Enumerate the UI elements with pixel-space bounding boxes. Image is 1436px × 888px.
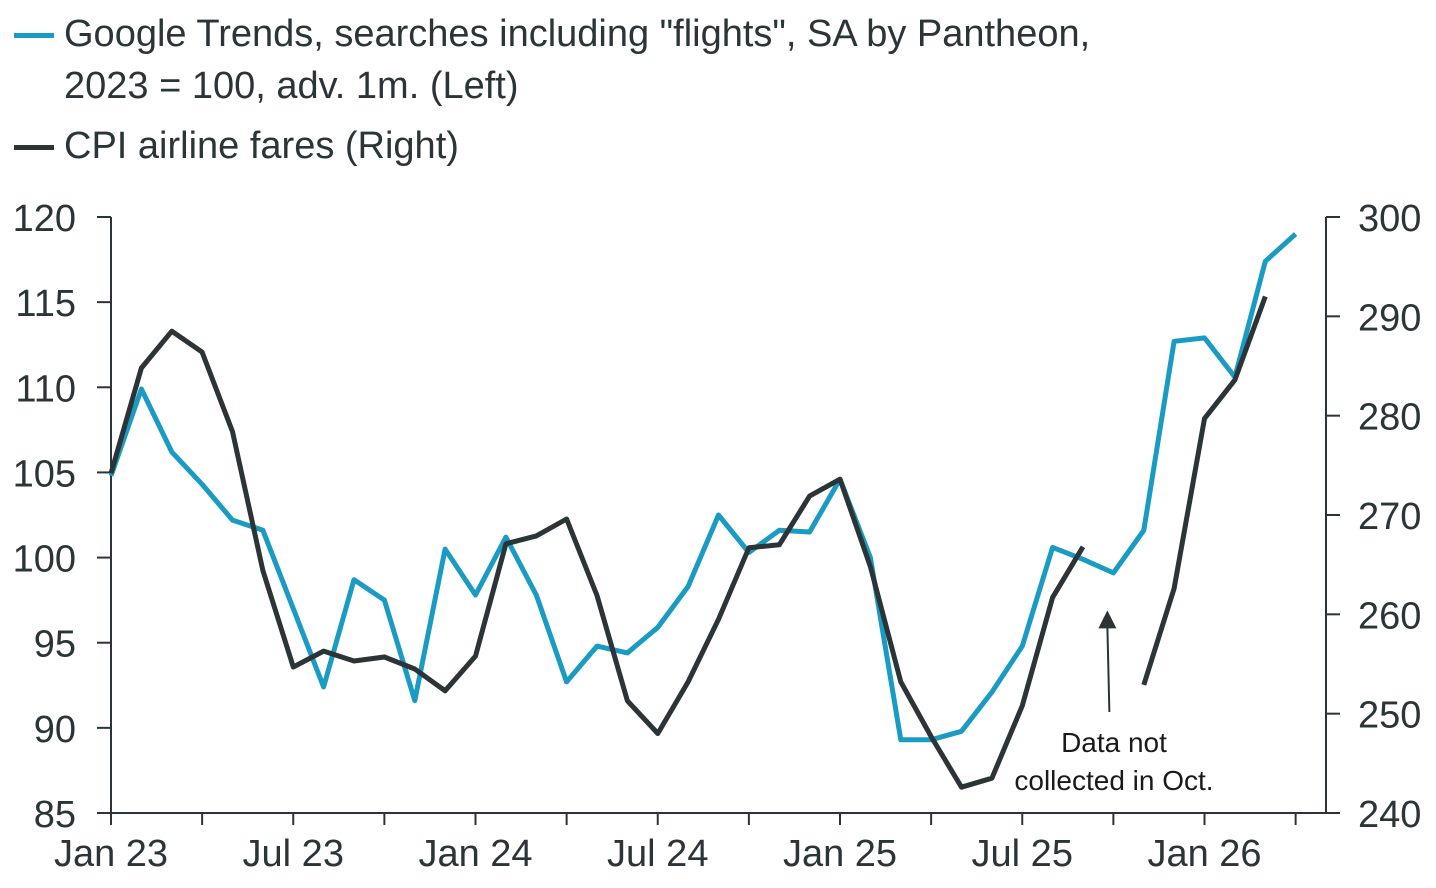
right-y-tick-label: 290 — [1358, 297, 1421, 339]
x-tick-label: Jan 25 — [783, 833, 897, 875]
right-y-tick-label: 300 — [1358, 198, 1421, 240]
right-y-tick-label: 260 — [1358, 595, 1421, 637]
right-y-tick-label: 250 — [1358, 695, 1421, 737]
annotation-text-line1: Data not — [1061, 727, 1167, 758]
x-tick-label: Jan 23 — [54, 833, 168, 875]
legend-item-cpi-airline-fares: CPI airline fares (Right) — [14, 120, 1090, 172]
right-y-tick-label: 280 — [1358, 397, 1421, 439]
left-y-tick-label: 105 — [13, 453, 76, 495]
chart-legend: Google Trends, searches including "fligh… — [14, 8, 1090, 172]
chart-series — [108, 232, 1298, 790]
left-y-tick-label: 110 — [15, 368, 76, 410]
left-y-tick-label: 90 — [34, 709, 76, 751]
x-tick-label: Jul 24 — [607, 833, 708, 875]
legend-label-google-trends-line2: 2023 = 100, adv. 1m. (Left) — [64, 65, 519, 107]
cpi-airline-fares-line-segment-1 — [108, 328, 1086, 790]
cpi-airline-fares-line-segment-2 — [1141, 295, 1268, 686]
left-y-tick-label: 100 — [13, 539, 76, 581]
x-tick-label: Jan 26 — [1147, 833, 1261, 875]
legend-item-google-trends: Google Trends, searches including "fligh… — [14, 8, 1090, 112]
legend-swatch-google-trends — [14, 33, 54, 38]
right-y-tick-label: 240 — [1358, 794, 1421, 836]
series-cpi-airline-fares — [108, 295, 1268, 790]
x-tick-label: Jan 24 — [418, 833, 532, 875]
left-y-tick-label: 85 — [34, 794, 76, 836]
x-tick-label: Jul 23 — [243, 833, 344, 875]
legend-swatch-cpi-airline-fares — [14, 145, 54, 150]
series-google-trends — [108, 232, 1298, 743]
x-tick-label: Jul 25 — [972, 833, 1073, 875]
chart-annotation: Data not collected in Oct. — [1014, 610, 1214, 796]
right-y-tick-label: 270 — [1358, 496, 1421, 538]
legend-label-cpi-airline-fares: CPI airline fares (Right) — [64, 125, 459, 167]
google-trends-line-segment-1 — [108, 232, 1298, 743]
chart-axes: 85 90 95 100 105 110 115 120 240 250 260 270 280 290 3… — [13, 198, 1422, 875]
annotation-arrow-shaft — [1106, 626, 1111, 713]
annotation-text-line2: collected in Oct. — [1014, 765, 1213, 796]
left-y-tick-label: 95 — [34, 624, 76, 666]
left-y-tick-label: 115 — [15, 283, 76, 325]
annotation-arrow-head — [1098, 610, 1117, 629]
legend-label-google-trends-line1: Google Trends, searches including "fligh… — [64, 13, 1091, 55]
left-y-tick-label: 120 — [13, 198, 76, 240]
